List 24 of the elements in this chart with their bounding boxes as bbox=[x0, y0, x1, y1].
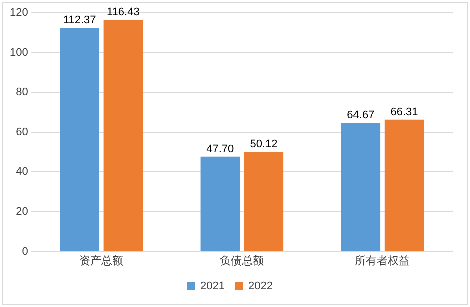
y-tick-label: 0 bbox=[22, 246, 28, 258]
legend-label: 2021 bbox=[200, 280, 226, 293]
data-label: 50.12 bbox=[250, 138, 278, 151]
data-label: 64.67 bbox=[347, 110, 375, 122]
bar bbox=[384, 120, 424, 252]
y-tick-label: 60 bbox=[16, 126, 28, 138]
bar bbox=[341, 123, 381, 252]
y-tick-label: 80 bbox=[16, 86, 28, 99]
x-tick-label: 资产总额 bbox=[80, 254, 124, 268]
y-tick-label: 40 bbox=[16, 166, 28, 178]
x-tick-label: 负债总额 bbox=[220, 254, 264, 268]
legend-label: 2022 bbox=[248, 280, 273, 293]
y-tick-label: 20 bbox=[16, 206, 28, 218]
data-label: 47.70 bbox=[206, 143, 234, 156]
data-label: 66.31 bbox=[390, 106, 418, 118]
x-tick-label: 所有者权益 bbox=[355, 254, 410, 268]
bar bbox=[200, 156, 240, 252]
data-label: 116.43 bbox=[107, 6, 140, 19]
y-tick-label: 120 bbox=[10, 7, 28, 20]
bar bbox=[104, 20, 144, 252]
data-label: 112.37 bbox=[63, 14, 96, 27]
y-tick-label: 100 bbox=[10, 46, 28, 59]
bar bbox=[60, 28, 100, 252]
bar bbox=[244, 152, 284, 252]
